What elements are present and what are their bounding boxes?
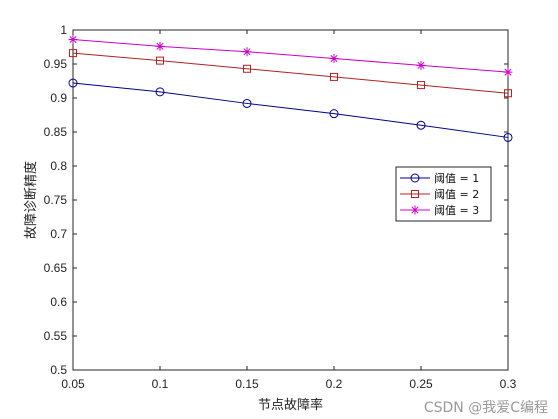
y-tick-label: 0.65 [44, 261, 68, 275]
y-tick-label: 0.8 [50, 159, 67, 173]
data-point-circle [410, 173, 420, 183]
data-point-circle [68, 78, 78, 88]
data-point-square [156, 56, 164, 65]
y-tick-label: 0.85 [44, 125, 68, 139]
data-point-square [411, 190, 419, 198]
x-tick-label: 0.15 [235, 377, 259, 391]
watermark-text: CSDN @我爱C编程 [423, 400, 548, 416]
y-tick-label: 0.5 [50, 363, 67, 377]
data-point-square [69, 49, 77, 58]
y-tick-label: 0.55 [44, 329, 68, 343]
legend-item: 阈值 = 2 [400, 187, 479, 201]
data-point-square [504, 89, 512, 98]
series-group [68, 35, 513, 142]
legend-item: 阈值 = 3 [400, 203, 479, 217]
y-tick-label: 0.95 [44, 57, 68, 71]
series-3 [68, 35, 513, 77]
series-line [72, 39, 509, 73]
x-tick-label: 0.1 [152, 377, 169, 391]
data-point-circle [242, 98, 252, 108]
data-point-square [243, 64, 251, 73]
data-point-circle [416, 120, 426, 130]
data-point-circle [155, 87, 165, 97]
data-point-star [242, 47, 252, 57]
data-point-circle [329, 109, 339, 119]
x-tick-label: 0.2 [326, 377, 343, 391]
data-point-star [503, 67, 513, 77]
x-axis-label: 节点故障率 [258, 397, 323, 413]
y-tick-label: 0.75 [44, 193, 68, 207]
y-tick-label: 0.7 [50, 227, 67, 241]
series-line [72, 82, 509, 138]
x-axis-ticks: 0.05 0.1 0.15 0.2 0.25 0.3 [61, 30, 517, 391]
x-tick-label: 0.25 [409, 377, 433, 391]
legend-label: 阈值 = 3 [434, 203, 479, 217]
data-point-star [410, 205, 420, 215]
data-point-star [68, 35, 78, 45]
y-axis-label: 故障诊断精度 [23, 161, 39, 239]
series-2 [69, 49, 512, 98]
series-line [72, 52, 509, 94]
y-tick-label: 1 [60, 23, 67, 37]
data-point-square [330, 72, 338, 81]
legend-item: 阈值 = 1 [400, 171, 479, 185]
data-point-star [416, 60, 426, 70]
data-point-star [329, 54, 339, 64]
data-point-circle [503, 132, 513, 142]
x-tick-label: 0.05 [61, 377, 85, 391]
y-tick-label: 0.9 [50, 91, 67, 105]
legend-label: 阈值 = 2 [434, 187, 479, 201]
data-point-square [417, 81, 425, 90]
data-point-star [155, 41, 165, 51]
legend-label: 阈值 = 1 [434, 171, 479, 185]
y-axis-ticks: 0.5 0.55 0.6 0.65 0.7 0.75 0.8 0.85 0.9 0.95 1 [44, 23, 508, 377]
legend: 阈值 = 1 阈值 = 2 阈值 = 3 [395, 166, 492, 222]
series-1 [68, 78, 513, 142]
x-tick-label: 0.3 [500, 377, 517, 391]
y-tick-label: 0.6 [50, 295, 67, 309]
